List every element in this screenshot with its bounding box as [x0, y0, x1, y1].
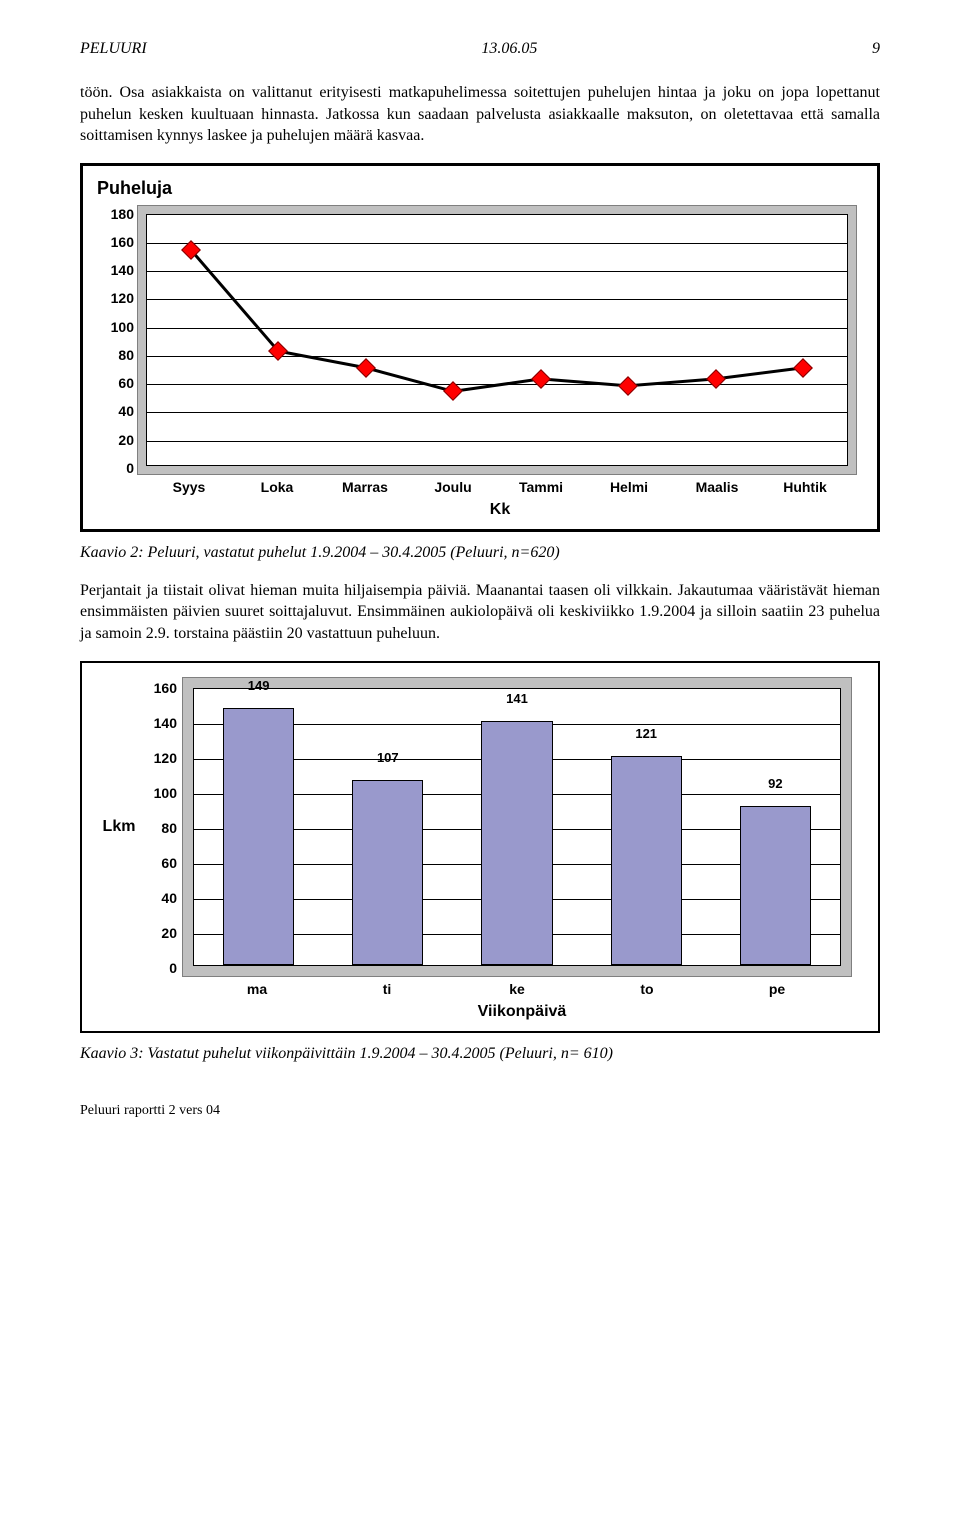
- y-tick-label: 20: [100, 432, 134, 448]
- bar: [223, 708, 294, 965]
- grid-line: [147, 412, 847, 413]
- x-tick-label: Tammi: [497, 479, 585, 495]
- page-header: PELUURI 13.06.05 9: [80, 40, 880, 58]
- bar-y-axis-labels: 0 20 40 60 80 100 120 140 160: [143, 678, 177, 976]
- grid-line: [147, 356, 847, 357]
- bar: [352, 780, 423, 965]
- bar-value-label: 107: [377, 750, 399, 765]
- x-tick-label: Maalis: [673, 479, 761, 495]
- paragraph-intro: töön. Osa asiakkaista on valittanut erit…: [80, 82, 880, 147]
- bar-value-label: 149: [248, 678, 270, 693]
- grid-line: [147, 328, 847, 329]
- bar: [740, 806, 811, 965]
- bar-value-label: 121: [635, 726, 657, 741]
- header-right: 9: [872, 40, 880, 58]
- grid-line: [147, 243, 847, 244]
- y-tick-label: 100: [100, 319, 134, 335]
- grid-line: [147, 384, 847, 385]
- bar-x-axis-title: Viikonpäivä: [182, 1003, 862, 1021]
- x-tick-label: pe: [712, 981, 842, 997]
- x-tick-label: Joulu: [409, 479, 497, 495]
- y-tick-label: 100: [143, 785, 177, 801]
- line-x-axis-title: Kk: [137, 501, 863, 519]
- y-tick-label: 120: [100, 290, 134, 306]
- bar-chart-inner: 14910714112192: [193, 688, 841, 966]
- x-tick-label: to: [582, 981, 712, 997]
- header-center: 13.06.05: [481, 40, 537, 58]
- bar: [481, 721, 552, 964]
- x-tick-label: Huhtik: [761, 479, 849, 495]
- x-tick-label: Loka: [233, 479, 321, 495]
- x-tick-label: Marras: [321, 479, 409, 495]
- y-tick-label: 140: [100, 262, 134, 278]
- y-tick-label: 120: [143, 750, 177, 766]
- bar: [611, 756, 682, 965]
- line-chart-plot: 020406080100120140160180: [137, 205, 857, 475]
- bar-x-axis-labels: matiketope: [182, 977, 852, 997]
- line-y-axis-labels: 0 20 40 60 80 100 120 140 160 180: [100, 206, 134, 474]
- y-tick-label: 0: [143, 960, 177, 976]
- x-tick-label: Helmi: [585, 479, 673, 495]
- y-tick-label: 160: [100, 234, 134, 250]
- bar-y-axis-title: Lkm: [99, 678, 139, 976]
- y-tick-label: 40: [143, 890, 177, 906]
- header-left: PELUURI: [80, 40, 147, 58]
- line-chart-caption: Kaavio 2: Peluuri, vastatut puhelut 1.9.…: [80, 544, 880, 562]
- bar-chart-plot: Lkm 020406080100120140160 14910714112192: [182, 677, 852, 977]
- y-tick-label: 80: [143, 820, 177, 836]
- y-tick-label: 60: [100, 375, 134, 391]
- line-chart-svg: [147, 215, 847, 465]
- grid-line: [147, 299, 847, 300]
- y-tick-label: 80: [100, 347, 134, 363]
- line-chart-frame: Puheluja 0 20 40 60 80 100 120 140 160 180 SyysLo…: [80, 163, 880, 532]
- y-tick-label: 180: [100, 206, 134, 222]
- grid-line: [147, 271, 847, 272]
- bar-chart-frame: Lkm 0 20 40 60 80 100 120 140 160 149 107 141 121 92…: [80, 661, 880, 1033]
- x-tick-label: ma: [192, 981, 322, 997]
- y-tick-label: 140: [143, 715, 177, 731]
- y-tick-label: 0: [100, 460, 134, 476]
- bar-chart-caption: Kaavio 3: Vastatut puhelut viikonpäivitt…: [80, 1045, 880, 1063]
- bar-value-label: 92: [768, 776, 782, 791]
- paragraph-middle: Perjantait ja tiistait olivat hieman mui…: [80, 580, 880, 645]
- y-tick-label: 40: [100, 403, 134, 419]
- grid-line: [147, 441, 847, 442]
- y-tick-label: 160: [143, 680, 177, 696]
- x-tick-label: ke: [452, 981, 582, 997]
- page-footer: Peluuri raportti 2 vers 04: [80, 1103, 880, 1119]
- bar-value-label: 141: [506, 691, 528, 706]
- y-tick-label: 60: [143, 855, 177, 871]
- line-chart-title: Puheluja: [97, 178, 863, 199]
- x-tick-label: ti: [322, 981, 452, 997]
- line-x-axis-labels: SyysLokaMarrasJouluTammiHelmiMaalisHuhti…: [137, 475, 857, 495]
- x-tick-label: Syys: [145, 479, 233, 495]
- bar-y-axis-title-text: Lkm: [103, 818, 136, 836]
- y-tick-label: 20: [143, 925, 177, 941]
- line-chart-inner: [146, 214, 848, 466]
